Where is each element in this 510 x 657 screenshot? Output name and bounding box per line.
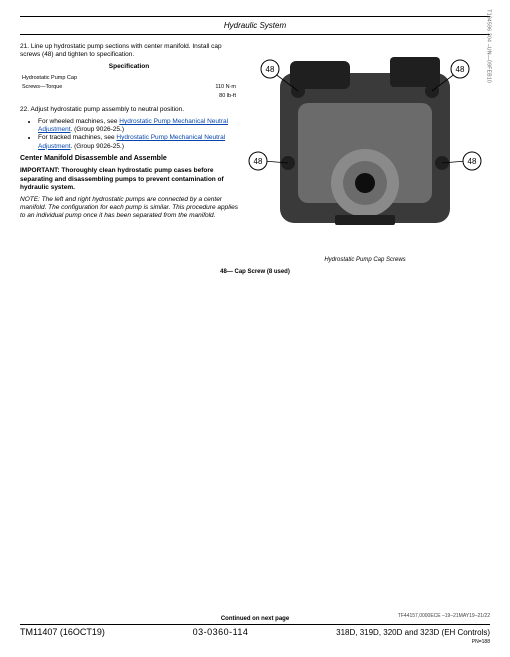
callout-2: 48 [456, 65, 465, 74]
footer-micro-code: TF44157,0000ECE –19–21MAY19–21/22 [398, 613, 490, 619]
b1-post: . (Group 9026-25.) [71, 126, 124, 133]
pump-body [280, 57, 450, 225]
note-text: The left and right hydrostatic pumps are… [20, 196, 238, 219]
note-label: NOTE: [20, 196, 42, 203]
step-22-num: 22. [20, 106, 29, 113]
figure-legend: 48— Cap Screw (8 used) [20, 263, 490, 275]
page-footer: TF44157,0000ECE –19–21MAY19–21/22 Contin… [20, 616, 490, 637]
section-title: Hydraulic System [20, 21, 490, 30]
spec-val-nm: 110 N·m [178, 84, 236, 91]
spec-name: Hydrostatic Pump Cap [22, 75, 176, 82]
important-label: IMPORTANT: [20, 167, 61, 174]
callout-3: 48 [254, 157, 263, 166]
step-21-num: 21. [20, 43, 29, 50]
subheading: Center Manifold Disassemble and Assemble [20, 155, 238, 164]
spec-val-lbft: 80 lb-ft [178, 93, 236, 100]
b2-pre: For tracked machines, see [38, 134, 116, 141]
models: 318D, 319D, 320D and 323D (EH Controls) [336, 628, 490, 637]
important-block: IMPORTANT: Thoroughly clean hydrostatic … [20, 167, 238, 191]
page-number: 03-0360-114 [193, 627, 249, 637]
left-column: 21. Line up hydrostatic pump sections wi… [20, 43, 238, 220]
spec-row-label: Screws—Torque [22, 84, 176, 91]
b1-pre: For wheeled machines, see [38, 118, 119, 125]
figure-side-code: T194596 304 –UN—09FEB10 [486, 9, 492, 83]
pump-svg: 48 48 48 48 [240, 43, 490, 253]
body: 21. Line up hydrostatic pump sections wi… [20, 43, 490, 275]
step-21: 21. Line up hydrostatic pump sections wi… [20, 43, 238, 59]
note-block: NOTE: The left and right hydrostatic pum… [20, 196, 238, 220]
figure-caption: Hydrostatic Pump Cap Screws [240, 257, 490, 263]
callout-4: 48 [468, 157, 477, 166]
bullet-2: For tracked machines, see Hydrostatic Pu… [38, 134, 238, 150]
step-21-text: Line up hydrostatic pump sections with c… [20, 43, 222, 58]
bullet-list: For wheeled machines, see Hydrostatic Pu… [30, 118, 238, 151]
figure-pump: 48 48 48 48 T194596 304 –UN—09FEB10 [240, 43, 490, 253]
spec-table: Hydrostatic Pump Cap Screws—Torque 110 N… [20, 73, 238, 102]
pn-code: PN=188 [472, 639, 490, 645]
step-22: 22. Adjust hydrostatic pump assembly to … [20, 106, 238, 114]
step-22-text: Adjust hydrostatic pump assembly to neut… [29, 106, 184, 113]
callout-1: 48 [266, 65, 275, 74]
spec-label: Specification [20, 63, 238, 71]
doc-id: TM11407 (16OCT19) [20, 627, 105, 637]
bullet-1: For wheeled machines, see Hydrostatic Pu… [38, 118, 238, 134]
right-column: 48 48 48 48 T194596 304 –UN—09FEB10 Hydr… [240, 43, 490, 263]
b2-post: . (Group 9026-25.) [71, 143, 124, 150]
